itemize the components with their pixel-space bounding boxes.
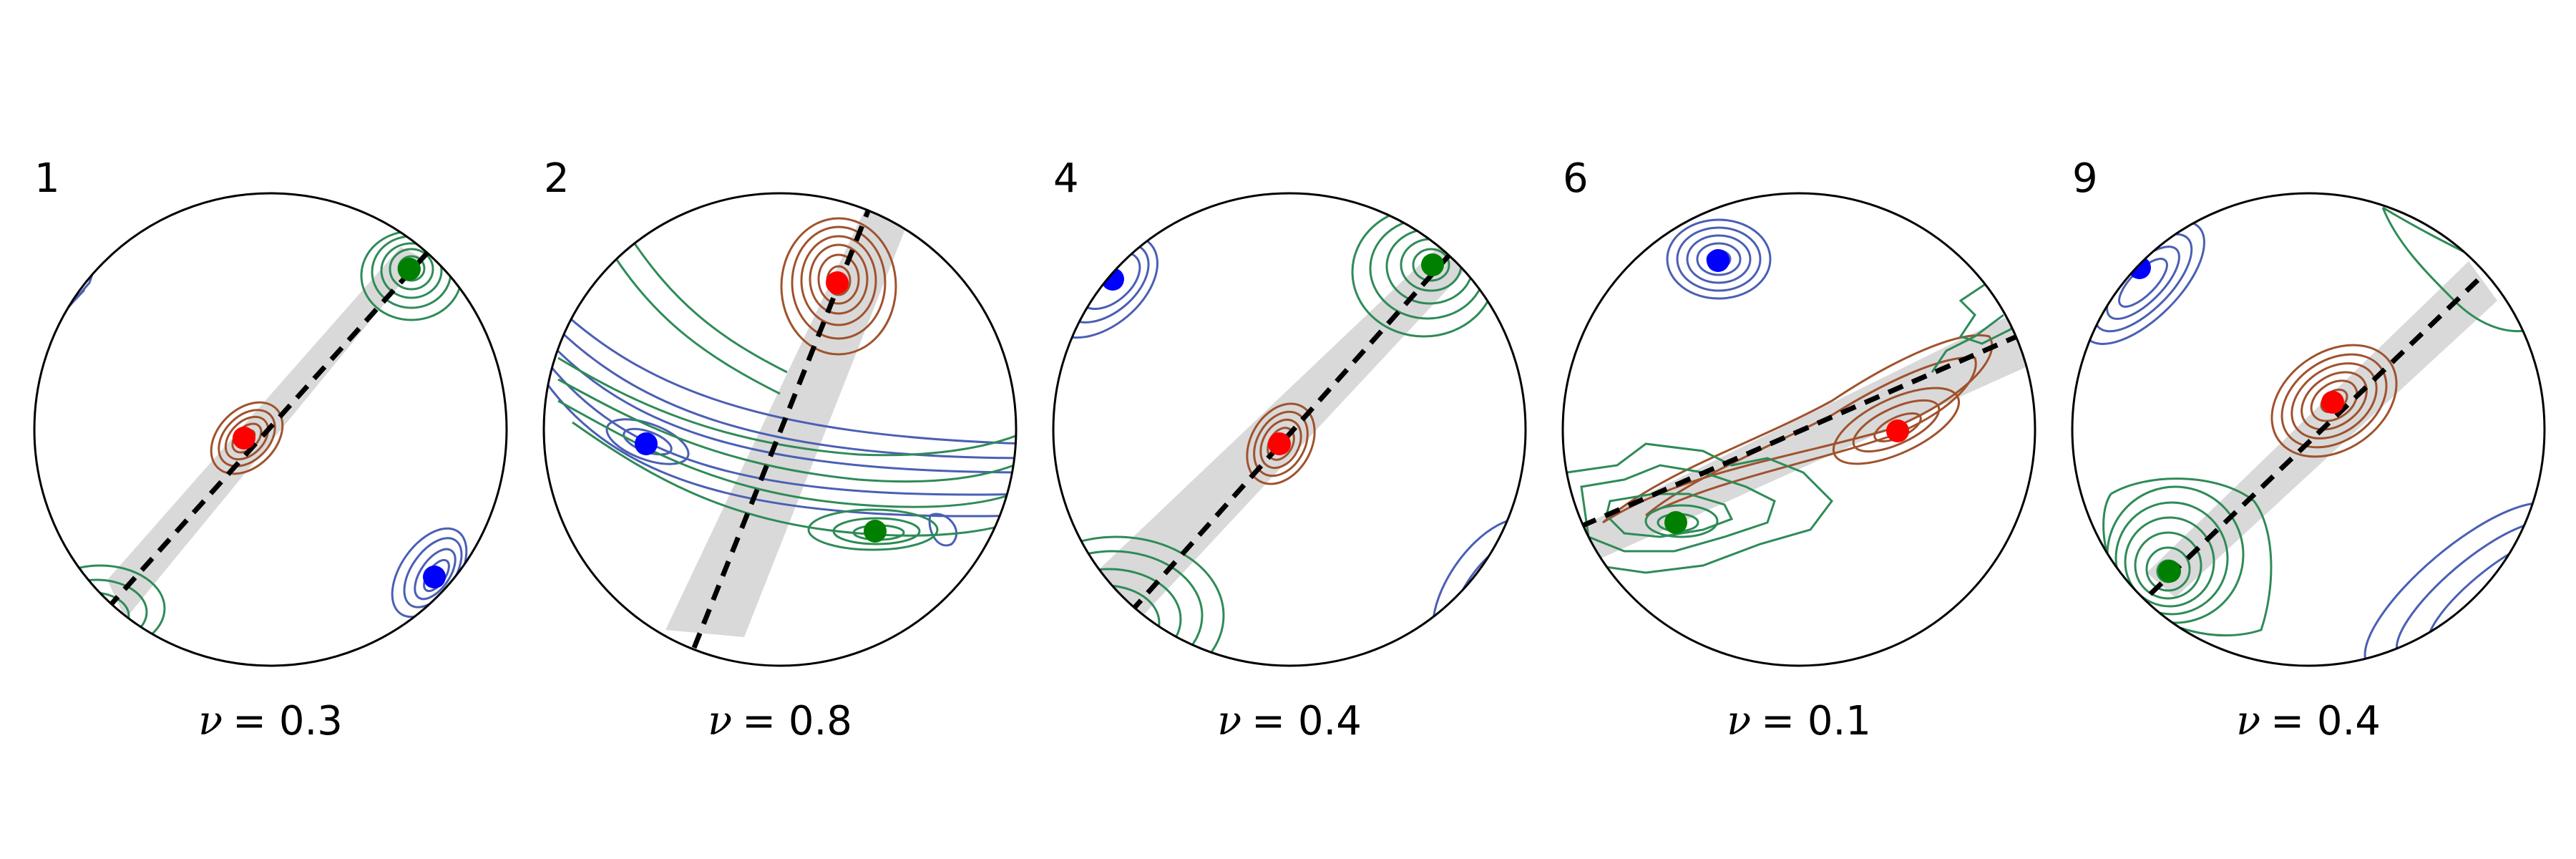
red-point [233,427,255,450]
panel-number: 9 [2072,155,2098,202]
nu-value: = 0.4 [2270,698,2381,744]
red-contours [2270,344,2398,458]
green-contours [557,236,1016,551]
nu-value: = 0.8 [742,698,852,744]
nu-symbol: ν [1217,698,1241,744]
nu-label: ν = 0.1 [1727,698,1871,744]
dashed-axis-line [105,248,431,611]
unit-circle [33,192,508,667]
unit-circle [1052,192,1527,667]
nu-label: ν = 0.4 [1217,698,1362,744]
panel-plot-area [1566,218,2035,574]
green-point [1664,511,1687,534]
nu-symbol: ν [198,698,223,744]
dashed-axis-line [2148,263,2496,596]
nu-label: ν = 0.3 [198,698,343,744]
red-point [1268,432,1291,455]
blue-point [1707,249,1729,272]
red-point [1886,419,1909,442]
panel-number: 6 [1563,155,1589,202]
panel-plot-area [2081,206,2545,666]
nu-value: = 0.3 [233,698,343,744]
green-point [864,520,887,543]
green-point [1421,253,1444,276]
unit-circle [542,192,1018,667]
nu-value: = 0.4 [1252,698,1362,744]
panel-2: 2 [542,155,1018,744]
panel-5: 9 [2071,155,2546,744]
nu-symbol: ν [1727,698,1751,744]
panel-4: 6 [1561,155,2036,744]
blue-point [1101,268,1124,291]
panel-1: 1 [33,155,508,744]
nu-symbol: ν [708,698,732,744]
red-point [826,271,849,294]
nu-value: = 0.1 [1761,698,1871,744]
unit-circle [2071,192,2546,667]
unit-circle [1561,192,2036,667]
dashed-axis-line [1580,330,2026,529]
nu-label: ν = 0.8 [708,698,852,744]
red-point [2321,391,2344,414]
panel-number: 2 [544,155,570,202]
blue-point [423,566,446,588]
panel-number: 1 [34,155,60,202]
panel-number: 4 [1053,155,1079,202]
green-point [398,258,421,281]
dashed-axis-line [1128,241,1462,614]
green-point [2158,560,2181,583]
panel-plot-area [1053,206,1526,666]
blue-point [635,432,658,455]
nu-label: ν = 0.4 [2236,698,2381,744]
panel-3: 4 [1052,155,1527,744]
red-contours [780,217,897,356]
nu-symbol: ν [2236,698,2260,744]
panel-plot-area [544,206,1016,649]
panel-plot-area [34,230,468,653]
blue-point [2128,256,2151,279]
